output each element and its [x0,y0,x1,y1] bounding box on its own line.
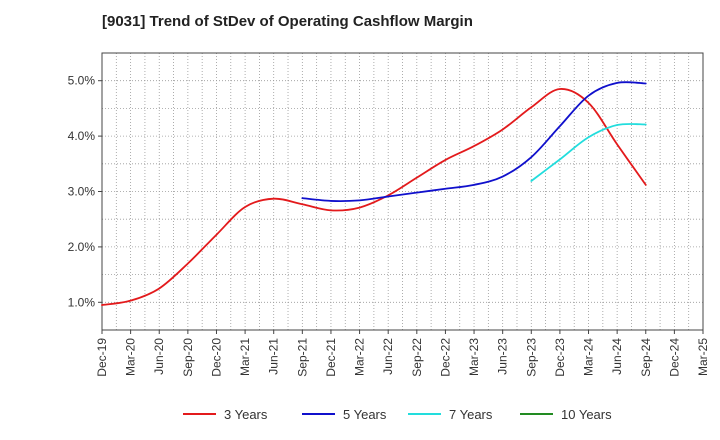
x-tick-label: Jun-20 [152,338,166,375]
x-tick-label: Sep-21 [295,338,309,377]
legend-label-5-years: 5 Years [343,407,387,422]
x-tick-label: Mar-20 [124,338,138,376]
x-tick-label: Sep-22 [410,338,424,377]
x-tick-label: Mar-23 [467,338,481,376]
x-tick-label: Sep-24 [639,338,653,377]
y-tick-label: 5.0% [68,74,96,88]
legend: 3 Years 5 Years 7 Years 10 Years [183,407,612,422]
x-tick-label: Sep-20 [181,338,195,377]
x-axis: Dec-19 Mar-20 Jun-20 Sep-20 Dec-20 Mar-21 Jun-… [95,330,710,377]
chart-title: [9031] Trend of StDev of Operating Cashf… [102,13,473,30]
x-tick-label: Dec-20 [209,338,223,377]
x-tick-label: Mar-25 [696,338,710,376]
series-line-7-years [530,123,647,182]
x-tick-label: Dec-21 [324,338,338,377]
legend-label-7-years: 7 Years [449,407,493,422]
y-tick-label: 1.0% [68,295,96,309]
series-line-5-years [301,81,647,203]
x-tick-label: Sep-23 [524,338,538,377]
x-tick-label: Jun-21 [267,338,281,375]
x-tick-label: Dec-22 [438,338,452,377]
x-tick-label: Mar-24 [582,338,596,376]
x-tick-label: Jun-24 [610,338,624,375]
y-tick-label: 3.0% [68,185,96,199]
x-tick-label: Mar-21 [238,338,252,376]
y-tick-label: 2.0% [68,240,96,254]
x-tick-label: Dec-19 [95,338,109,377]
series-line-3-years [101,88,647,306]
y-axis: 1.0% 2.0% 3.0% 4.0% 5.0% [68,74,102,309]
y-tick-label: 4.0% [68,129,96,143]
legend-label-3-years: 3 Years [224,407,268,422]
x-tick-label: Jun-22 [381,338,395,375]
x-tick-label: Dec-24 [667,338,681,377]
x-tick-label: Mar-22 [353,338,367,376]
x-tick-label: Dec-23 [553,338,567,377]
series-lines [101,81,647,306]
grid-lines [102,53,703,330]
x-tick-label: Jun-23 [496,338,510,375]
legend-label-10-years: 10 Years [561,407,612,422]
